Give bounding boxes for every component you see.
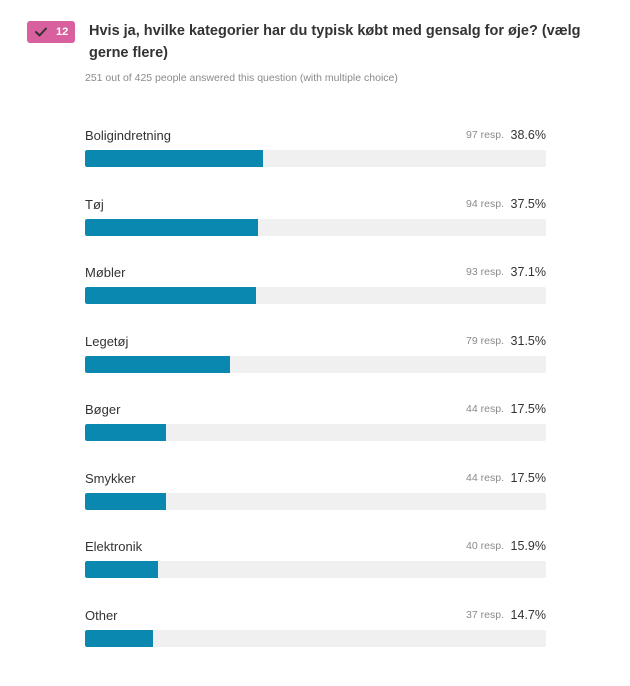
- chart-row: Tøj 94 resp. 37.5%: [85, 197, 546, 247]
- category-label: Møbler: [85, 265, 126, 280]
- bar-fill: [85, 287, 257, 304]
- chart-row: Elektronik 40 resp. 15.9%: [85, 539, 546, 589]
- check-icon: [35, 27, 47, 37]
- question-number: 12: [56, 26, 69, 38]
- category-label: Legetøj: [85, 333, 129, 349]
- bar-fill: [85, 424, 166, 441]
- bar-track: [85, 150, 546, 167]
- bar-track: [85, 424, 546, 441]
- bar-track: [85, 218, 546, 236]
- percent-label: 14.7%: [510, 607, 546, 622]
- response-count: 40 resp.: [466, 540, 504, 552]
- response-count: 37 resp.: [466, 608, 504, 621]
- percent-label: 31.5%: [510, 333, 546, 348]
- category-label: Smykker: [85, 470, 136, 486]
- category-label: Tøj: [85, 196, 104, 212]
- category-label: Boligindretning: [85, 128, 172, 143]
- bar-fill: [85, 629, 153, 647]
- response-count: 44 resp.: [466, 403, 504, 415]
- percent-label: 17.5%: [510, 470, 546, 485]
- percent-label: 37.5%: [510, 196, 546, 211]
- bar-track: [85, 561, 546, 578]
- response-count: 97 resp.: [466, 129, 504, 141]
- chart-row: Boligindretning 97 resp. 38.6%: [85, 128, 546, 178]
- bar-track: [85, 629, 546, 647]
- response-count: 79 resp.: [466, 334, 504, 347]
- bar-fill: [85, 355, 231, 373]
- bar-track: [85, 287, 546, 304]
- chart-row: Bøger 44 resp. 17.5%: [85, 402, 546, 452]
- bar-fill: [85, 561, 159, 578]
- category-label: Bøger: [85, 402, 121, 417]
- bar-fill: [85, 218, 258, 236]
- category-label: Other: [85, 607, 118, 623]
- percent-label: 15.9%: [510, 539, 546, 553]
- percent-label: 37.1%: [510, 265, 546, 279]
- response-count: 44 resp.: [466, 471, 504, 484]
- category-label: Elektronik: [85, 539, 143, 554]
- bar-track: [85, 355, 546, 373]
- question-number-badge: 12: [27, 21, 75, 43]
- response-count: 93 resp.: [466, 266, 504, 278]
- question-subtitle: 251 out of 425 people answered this ques…: [85, 72, 398, 84]
- bar-fill: [85, 492, 166, 510]
- question-title: Hvis ja, hvilke kategorier har du typisk…: [89, 23, 581, 61]
- bar-track: [85, 492, 546, 510]
- chart-row: Legetøj 79 resp. 31.5%: [85, 334, 546, 384]
- response-count: 94 resp.: [466, 197, 504, 210]
- chart-row: Other 37 resp. 14.7%: [85, 608, 546, 658]
- chart-row: Møbler 93 resp. 37.1%: [85, 265, 546, 315]
- percent-label: 38.6%: [510, 128, 546, 142]
- chart-row: Smykker 44 resp. 17.5%: [85, 471, 546, 521]
- percent-label: 17.5%: [510, 402, 546, 416]
- bar-fill: [85, 150, 263, 167]
